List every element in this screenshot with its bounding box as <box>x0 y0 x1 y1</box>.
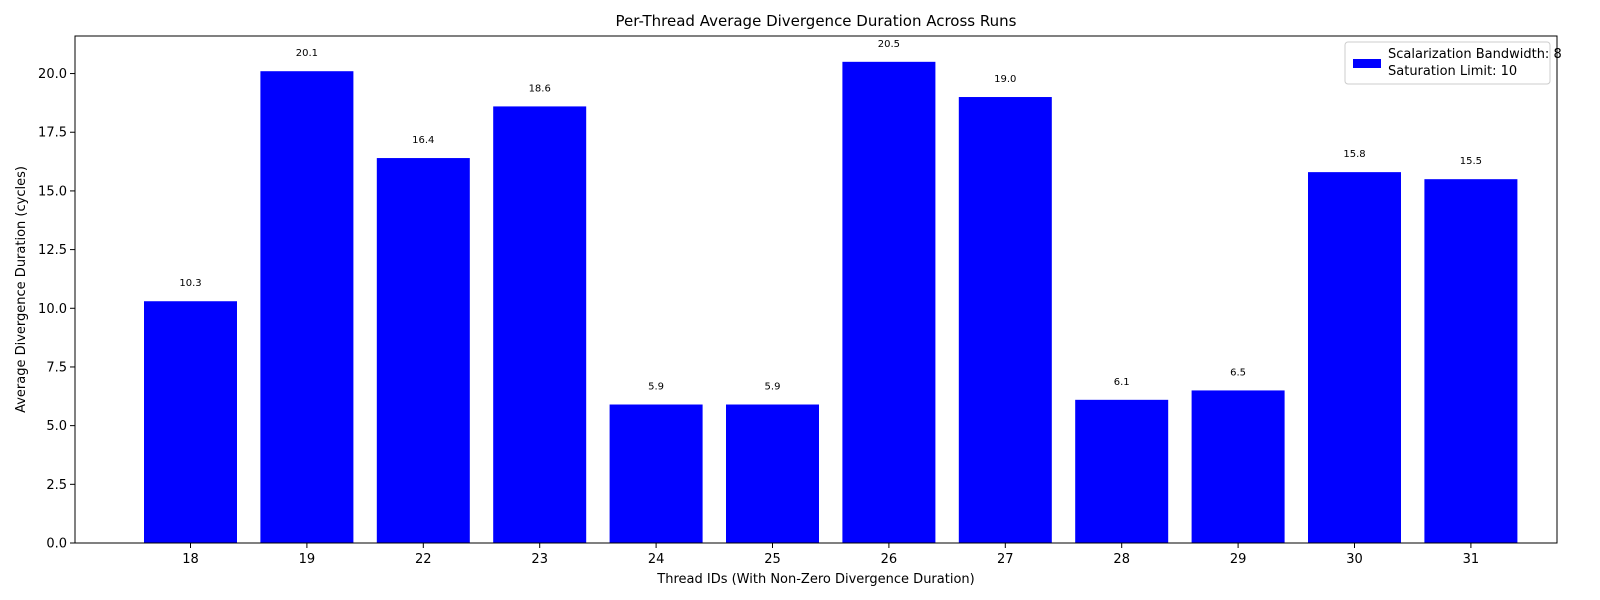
plot-frame <box>74 35 1558 544</box>
bar-value-label: 15.5 <box>1460 156 1482 167</box>
bar-thread-24 <box>609 404 703 543</box>
y-tick-label: 5.0 <box>46 419 67 434</box>
bar-value-label: 20.1 <box>296 48 318 59</box>
bar-thread-31 <box>1424 179 1518 544</box>
x-tick-label: 24 <box>648 552 665 567</box>
bar-thread-28 <box>1075 399 1169 543</box>
bar-thread-29 <box>1191 390 1285 543</box>
y-tick-label: 10.0 <box>38 302 67 317</box>
y-axis-ticks: 0.0 2.5 5.0 7.5 10.0 12.5 15.0 17.5 20.0 <box>38 67 75 552</box>
x-tick-label: 25 <box>764 552 781 567</box>
x-tick-label: 18 <box>182 552 199 567</box>
x-axis-label: Thread IDs (With Non-Zero Divergence Dur… <box>656 572 974 587</box>
legend-entry-saturation: Saturation Limit: 10 <box>1388 64 1517 79</box>
bar-value-label: 6.1 <box>1114 377 1130 388</box>
y-tick-label: 17.5 <box>38 126 67 141</box>
bar-value-label: 15.8 <box>1343 149 1365 160</box>
x-tick-label: 19 <box>299 552 316 567</box>
bar-value-label: 18.6 <box>529 83 551 94</box>
bar-value-label: 10.3 <box>179 278 201 289</box>
bar-thread-30 <box>1308 172 1401 543</box>
bar-thread-23 <box>493 106 587 544</box>
x-tick-label: 28 <box>1113 552 1130 567</box>
y-tick-label: 2.5 <box>46 478 67 493</box>
bar-value-label: 6.5 <box>1230 367 1246 378</box>
bar-value-label: 20.5 <box>878 39 900 50</box>
bar-thread-22 <box>376 158 470 544</box>
x-tick-label: 22 <box>415 552 432 567</box>
bar-value-label: 5.9 <box>765 382 781 393</box>
x-tick-label: 23 <box>531 552 548 567</box>
legend-entry-bandwidth: Scalarization Bandwidth: 8 <box>1388 47 1562 62</box>
bar-thread-26 <box>842 61 936 543</box>
x-tick-label: 27 <box>997 552 1014 567</box>
bar-thread-19 <box>260 71 354 543</box>
legend: Scalarization Bandwidth: 8 Saturation Li… <box>1344 41 1562 85</box>
bar-value-label: 16.4 <box>412 135 434 146</box>
bar-value-label: 5.9 <box>648 382 664 393</box>
legend-swatch <box>1353 59 1381 68</box>
bars-group <box>144 61 1518 544</box>
y-tick-label: 20.0 <box>38 67 67 82</box>
x-tick-label: 31 <box>1463 552 1480 567</box>
y-tick-label: 12.5 <box>38 243 67 258</box>
y-axis-label: Average Divergence Duration (cycles) <box>14 166 29 413</box>
chart-title: Per-Thread Average Divergence Duration A… <box>616 12 1017 30</box>
bar-thread-27 <box>958 97 1052 544</box>
x-axis-ticks: 18 19 22 23 24 25 26 27 28 29 30 31 <box>182 543 1479 567</box>
y-tick-label: 7.5 <box>46 360 67 375</box>
x-tick-label: 30 <box>1346 552 1363 567</box>
bar-thread-25 <box>726 404 819 543</box>
y-tick-label: 15.0 <box>38 184 67 199</box>
legend-box <box>1344 41 1551 85</box>
bar-thread-18 <box>144 301 237 543</box>
bar-value-label: 19.0 <box>994 74 1016 85</box>
value-labels-group: 10.3 20.1 16.4 18.6 5.9 5.9 20.5 19.0 6.1 6.5 15.8… <box>179 39 1482 393</box>
y-tick-label: 0.0 <box>46 537 67 552</box>
x-tick-label: 29 <box>1230 552 1247 567</box>
x-tick-label: 26 <box>881 552 898 567</box>
